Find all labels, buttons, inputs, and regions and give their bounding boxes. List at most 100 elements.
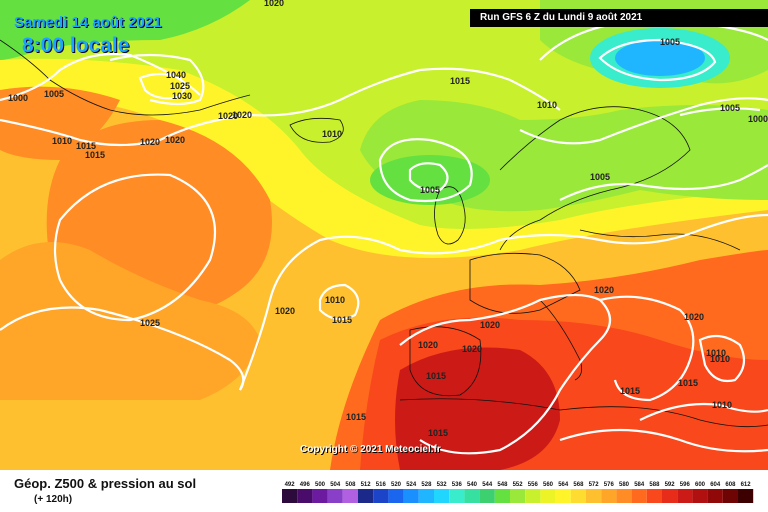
legend-title: Géop. Z500 & pression au sol <box>14 476 197 491</box>
isobar-label: 1010 <box>706 348 726 358</box>
scandinavia-coast <box>499 106 691 251</box>
geopotential-map: 1000 1005 1010 1015 1020 1020 1020 1040 … <box>0 0 768 470</box>
isobar-line <box>399 293 612 455</box>
scale-tick-label: 596 <box>680 482 691 488</box>
isobar-line <box>378 138 473 203</box>
isobar-label: 1005 <box>660 37 680 47</box>
scale-tick-label: 568 <box>573 482 584 488</box>
scale-swatch <box>434 489 450 503</box>
scale-swatch <box>722 489 738 503</box>
scale-tick-label: 576 <box>604 482 615 488</box>
scale-swatch <box>464 489 480 503</box>
isobar-line <box>698 334 746 383</box>
forecast-date: Samedi 14 août 2021 <box>14 14 162 31</box>
copyright-notice: Copyright © 2021 Meteociel.fr <box>300 444 441 455</box>
isobar-line <box>559 164 768 201</box>
italy-coast <box>539 299 583 381</box>
scale-tick-label: 540 <box>467 482 478 488</box>
isobar-label: 1020 <box>165 135 185 145</box>
scale-tick-label: 584 <box>634 482 645 488</box>
scale-swatch <box>646 489 662 503</box>
scale-tick-label: 564 <box>558 482 569 488</box>
isobar-label: 1015 <box>450 76 470 86</box>
scale-swatch <box>282 489 298 503</box>
greenland-coast <box>0 39 251 116</box>
scale-tick-label: 544 <box>482 482 493 488</box>
isobar-label: 1015 <box>678 378 698 388</box>
isobar-label: 1020 <box>684 312 704 322</box>
scale-swatch <box>570 489 586 503</box>
isobar-line <box>53 173 217 322</box>
isobar-line <box>408 162 449 192</box>
field-green-nw <box>0 0 250 60</box>
africa-coast <box>399 398 768 428</box>
isobar-label: 1005 <box>590 172 610 182</box>
scale-tick-label: 536 <box>452 482 463 488</box>
scale-tick-label: 608 <box>725 482 736 488</box>
scale-swatch <box>692 489 708 503</box>
isobar-label: 1025 <box>170 81 190 91</box>
scale-tick-label: 588 <box>649 482 660 488</box>
scale-swatch <box>616 489 632 503</box>
scale-swatch <box>342 489 358 503</box>
iceland-coast <box>289 117 344 143</box>
isobar-label: 1020 <box>594 285 614 295</box>
scale-swatch <box>312 489 328 503</box>
scale-tick-label: 504 <box>330 482 341 488</box>
isobar-label: 1020 <box>218 111 238 121</box>
isobar-line <box>109 53 205 106</box>
isobar-label: 1010 <box>52 136 72 146</box>
scale-tick-label: 512 <box>361 482 372 488</box>
isobar-line <box>679 107 761 117</box>
isobar-label: 1015 <box>428 428 448 438</box>
scale-tick-label: 492 <box>285 482 296 488</box>
isobar-label: 1010 <box>537 100 557 110</box>
isobar-label: 1015 <box>620 386 640 396</box>
scale-tick-label: 612 <box>741 482 752 488</box>
isobar-label: 1025 <box>140 318 160 328</box>
isobar-line <box>639 402 768 421</box>
isobar-label: 1040 <box>166 70 186 80</box>
scale-tick-label: 524 <box>406 482 417 488</box>
britain-coast <box>434 186 466 245</box>
isobar-label: 1015 <box>426 371 446 381</box>
scale-swatch <box>358 489 374 503</box>
scale-swatch <box>525 489 541 503</box>
isobar-label: 1020 <box>275 306 295 316</box>
scale-swatch <box>601 489 617 503</box>
scale-swatch <box>388 489 404 503</box>
isobar-labels: 1000 1005 1010 1015 1020 1020 1020 1040 … <box>8 0 768 438</box>
scale-swatch <box>297 489 313 503</box>
scale-tick-label: 580 <box>619 482 630 488</box>
isobar-line <box>559 428 768 453</box>
isobar-label: 1010 <box>322 129 342 139</box>
isobar-label: 1005 <box>44 89 64 99</box>
legend-subtitle: (+ 120h) <box>34 494 73 505</box>
isobar-label: 1010 <box>712 400 732 410</box>
scale-tick-label: 508 <box>345 482 356 488</box>
isobar-label: 1015 <box>85 150 105 160</box>
isobar-label: 1020 <box>232 110 252 120</box>
scale-swatch <box>510 489 526 503</box>
isobar-line <box>238 213 768 391</box>
field-blue-low <box>615 40 705 76</box>
isobar-label: 1010 <box>325 295 345 305</box>
baltic-coast <box>579 229 741 251</box>
scale-swatch <box>677 489 693 503</box>
scale-tick-label: 556 <box>528 482 539 488</box>
isobar-label: 1000 <box>748 114 768 124</box>
forecast-time: 8:00 locale <box>22 34 130 57</box>
scale-swatch <box>373 489 389 503</box>
isobar-lines <box>0 18 768 455</box>
isobar-label: 1000 <box>8 93 28 103</box>
scale-tick-label: 560 <box>543 482 554 488</box>
scale-tick-label: 528 <box>421 482 432 488</box>
isobar-label: 1015 <box>76 141 96 151</box>
scale-swatch <box>738 489 754 503</box>
scale-swatch <box>707 489 723 503</box>
scale-tick-label: 548 <box>497 482 508 488</box>
isobar-line <box>519 97 768 145</box>
scale-tick-label: 552 <box>513 482 524 488</box>
iberia-coast <box>409 326 482 397</box>
